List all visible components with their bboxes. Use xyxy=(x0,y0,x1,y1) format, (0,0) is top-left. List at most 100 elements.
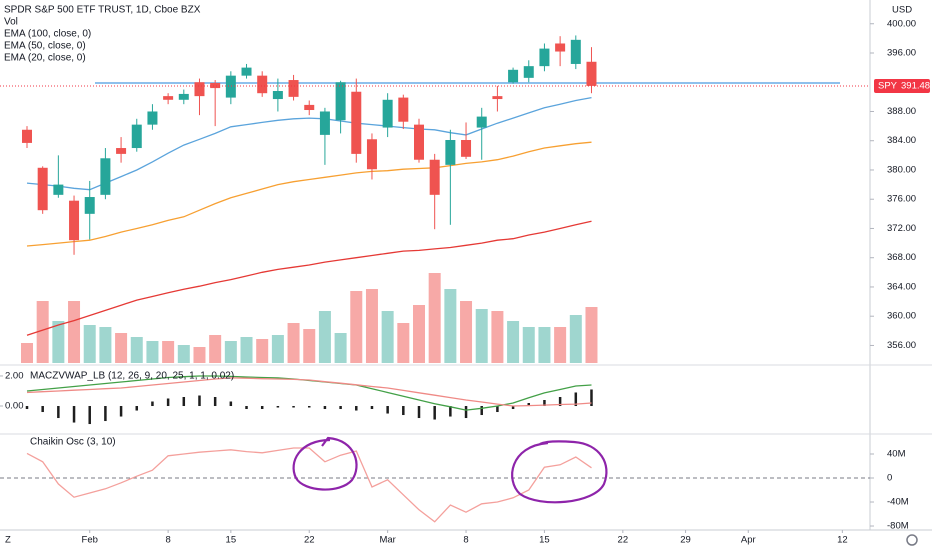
candle-body xyxy=(147,111,158,125)
candle-body xyxy=(257,75,268,94)
volume-bar xyxy=(287,323,300,363)
legend-entry: EMA (100, close, 0) xyxy=(4,29,91,40)
candle-body xyxy=(429,159,440,195)
candle-body xyxy=(304,104,315,111)
y-tick-label: 2.00 xyxy=(5,370,24,381)
candle-body xyxy=(445,139,456,165)
volume-bar xyxy=(240,337,253,363)
y-tick-label: 384.00 xyxy=(887,135,916,146)
histogram-bar xyxy=(166,398,170,407)
legend-entry: Vol xyxy=(4,17,18,28)
annotation-circle xyxy=(292,436,358,491)
candle-body xyxy=(335,82,346,121)
corner-label[interactable]: Z xyxy=(5,535,11,546)
y-tick-label: 0.00 xyxy=(5,401,24,412)
indicator-title: MACZVWAP_LB (12, 26, 9, 20, 25, 1, 1, 0.… xyxy=(30,371,234,382)
candle-body xyxy=(382,99,393,128)
histogram-bar xyxy=(496,406,499,413)
histogram-bar xyxy=(574,392,578,407)
histogram-bar xyxy=(339,406,342,410)
settings-icon[interactable] xyxy=(906,534,918,546)
legend-entry: EMA (50, close, 0) xyxy=(4,41,86,52)
histogram-bar xyxy=(449,406,452,417)
histogram-bar xyxy=(229,401,233,407)
volume-bar xyxy=(554,327,567,363)
histogram-bar xyxy=(386,406,389,414)
volume-bar xyxy=(460,301,473,363)
line-series xyxy=(26,96,592,191)
histogram-bar xyxy=(355,406,358,411)
candle-body xyxy=(351,91,362,154)
line-series xyxy=(26,447,592,523)
candle-body xyxy=(241,67,252,76)
x-tick-label: 8 xyxy=(463,535,468,546)
volume-bar xyxy=(413,305,425,363)
x-tick-label: 15 xyxy=(226,535,237,546)
volume-bar xyxy=(350,291,363,363)
histogram-bar xyxy=(182,396,186,407)
candle-body xyxy=(523,66,534,78)
currency-label: USD xyxy=(892,5,912,16)
histogram-bar xyxy=(527,403,531,407)
last-price-symbol: SPY xyxy=(878,81,898,92)
candle-body xyxy=(116,148,127,154)
volume-bar xyxy=(52,321,65,363)
histogram-bar xyxy=(276,406,280,408)
candle-body xyxy=(288,80,299,97)
candle-body xyxy=(492,96,503,100)
x-tick-label: Mar xyxy=(379,535,395,546)
histogram-bar xyxy=(480,406,483,416)
histogram-bar xyxy=(57,406,60,419)
x-tick-label: 15 xyxy=(539,535,550,546)
histogram-bar xyxy=(260,406,264,410)
candle-body xyxy=(210,82,221,89)
histogram-bar xyxy=(292,406,295,408)
candle-body xyxy=(366,139,377,170)
line-series xyxy=(26,377,592,407)
x-tick-label: 8 xyxy=(165,535,170,546)
candle-body xyxy=(53,184,64,195)
y-tick-label: 372.00 xyxy=(887,223,916,234)
legend-entry: EMA (20, close, 0) xyxy=(4,53,86,64)
volume-bar xyxy=(36,301,49,363)
marks: 356.00 360.00 364.00 368.00 372.00 376.00 380.… xyxy=(0,18,930,546)
y-tick-label: 380.00 xyxy=(887,164,916,175)
volume-bar xyxy=(271,335,284,363)
volume-bar xyxy=(115,333,128,363)
volume-bar xyxy=(334,333,347,363)
candle-body xyxy=(163,96,174,100)
annotation-circle xyxy=(511,440,608,504)
candle-body xyxy=(69,200,80,241)
x-tick-label: 29 xyxy=(680,535,691,546)
candle-body xyxy=(508,69,519,83)
candle-body xyxy=(194,82,205,97)
histogram-bar xyxy=(119,406,123,417)
histogram-bar xyxy=(511,406,515,410)
candle-body xyxy=(131,124,142,149)
histogram-bar xyxy=(307,406,311,408)
histogram-bar xyxy=(323,406,327,410)
x-tick-label: Feb xyxy=(82,535,98,546)
histogram-bar xyxy=(88,406,91,425)
x-tick-label: 22 xyxy=(304,535,315,546)
volume-bar xyxy=(507,321,520,363)
histogram-bar xyxy=(135,406,139,411)
candle-body xyxy=(398,97,409,122)
volume-bar xyxy=(162,341,175,363)
volume-bar xyxy=(256,339,269,363)
histogram-bar xyxy=(433,406,436,420)
histogram-bar xyxy=(25,406,29,410)
candle-body xyxy=(570,39,581,64)
candle-body xyxy=(539,48,550,67)
candle-body xyxy=(37,167,48,211)
candle-body xyxy=(272,91,283,100)
volume-bar xyxy=(99,327,112,363)
candle-body xyxy=(586,61,597,86)
y-tick-label: 400.00 xyxy=(887,18,916,29)
volume-bar xyxy=(475,309,488,363)
histogram-bar xyxy=(543,400,546,407)
candle-body xyxy=(100,158,111,195)
chart-title: SPDR S&P 500 ETF TRUST, 1D, Cboe BZX xyxy=(4,5,201,16)
volume-bar xyxy=(381,311,394,363)
